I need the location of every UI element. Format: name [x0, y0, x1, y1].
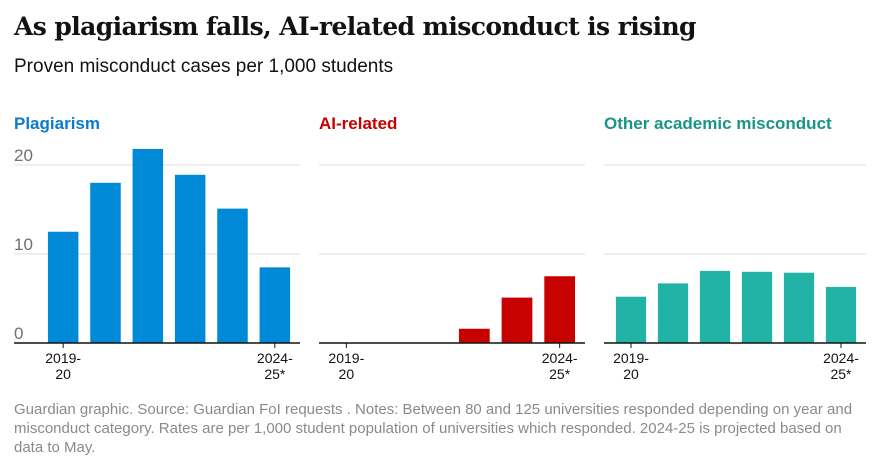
chart-title: As plagiarism falls, AI-related miscondu…	[14, 12, 697, 41]
x-tick-label: 2019-	[328, 350, 364, 366]
y-tick-label: 20	[14, 146, 33, 165]
bar-plagiarism-2	[132, 148, 164, 343]
x-tick-label: 2024-	[823, 350, 859, 366]
x-tick-label: 25*	[549, 366, 571, 382]
bar-plagiarism-3	[174, 174, 206, 343]
bar-plagiarism-4	[217, 208, 248, 343]
bar-other-0	[615, 296, 647, 343]
x-tick-label: 2024-	[542, 350, 578, 366]
x-tick-label: 2019-	[613, 350, 649, 366]
bar-ai-related-4	[501, 297, 533, 343]
bar-plagiarism-1	[90, 182, 121, 343]
chart-subtitle: Proven misconduct cases per 1,000 studen…	[14, 56, 394, 77]
x-tick-label: 25*	[830, 366, 852, 382]
x-tick-label: 2019-	[45, 350, 81, 366]
panel-title-other-misconduct: Other academic misconduct	[604, 114, 832, 133]
x-tick-label: 20	[623, 366, 639, 382]
small-multiples-bar-chart: 010202019-202024-25*2019-202024-25*2019-…	[14, 146, 866, 382]
y-tick-label: 0	[14, 324, 23, 343]
bar-other-1	[657, 283, 689, 343]
bar-other-5	[825, 286, 857, 343]
y-tick-label: 10	[14, 235, 33, 254]
bar-other-3	[741, 271, 773, 343]
bar-other-4	[783, 272, 815, 343]
x-tick-label: 20	[55, 366, 71, 382]
source-footnote: Guardian graphic. Source: Guardian FoI r…	[14, 401, 853, 456]
panel-title-ai-related: AI-related	[319, 114, 398, 133]
x-tick-label: 25*	[264, 366, 286, 382]
bar-ai-related-3	[458, 328, 490, 343]
x-tick-label: 2024-	[257, 350, 293, 366]
bar-plagiarism-0	[47, 231, 79, 343]
bar-other-2	[699, 270, 731, 343]
panel-title-plagiarism: Plagiarism	[14, 114, 100, 133]
bar-ai-related-5	[544, 276, 576, 343]
x-tick-label: 20	[339, 366, 355, 382]
bar-plagiarism-5	[259, 267, 291, 343]
